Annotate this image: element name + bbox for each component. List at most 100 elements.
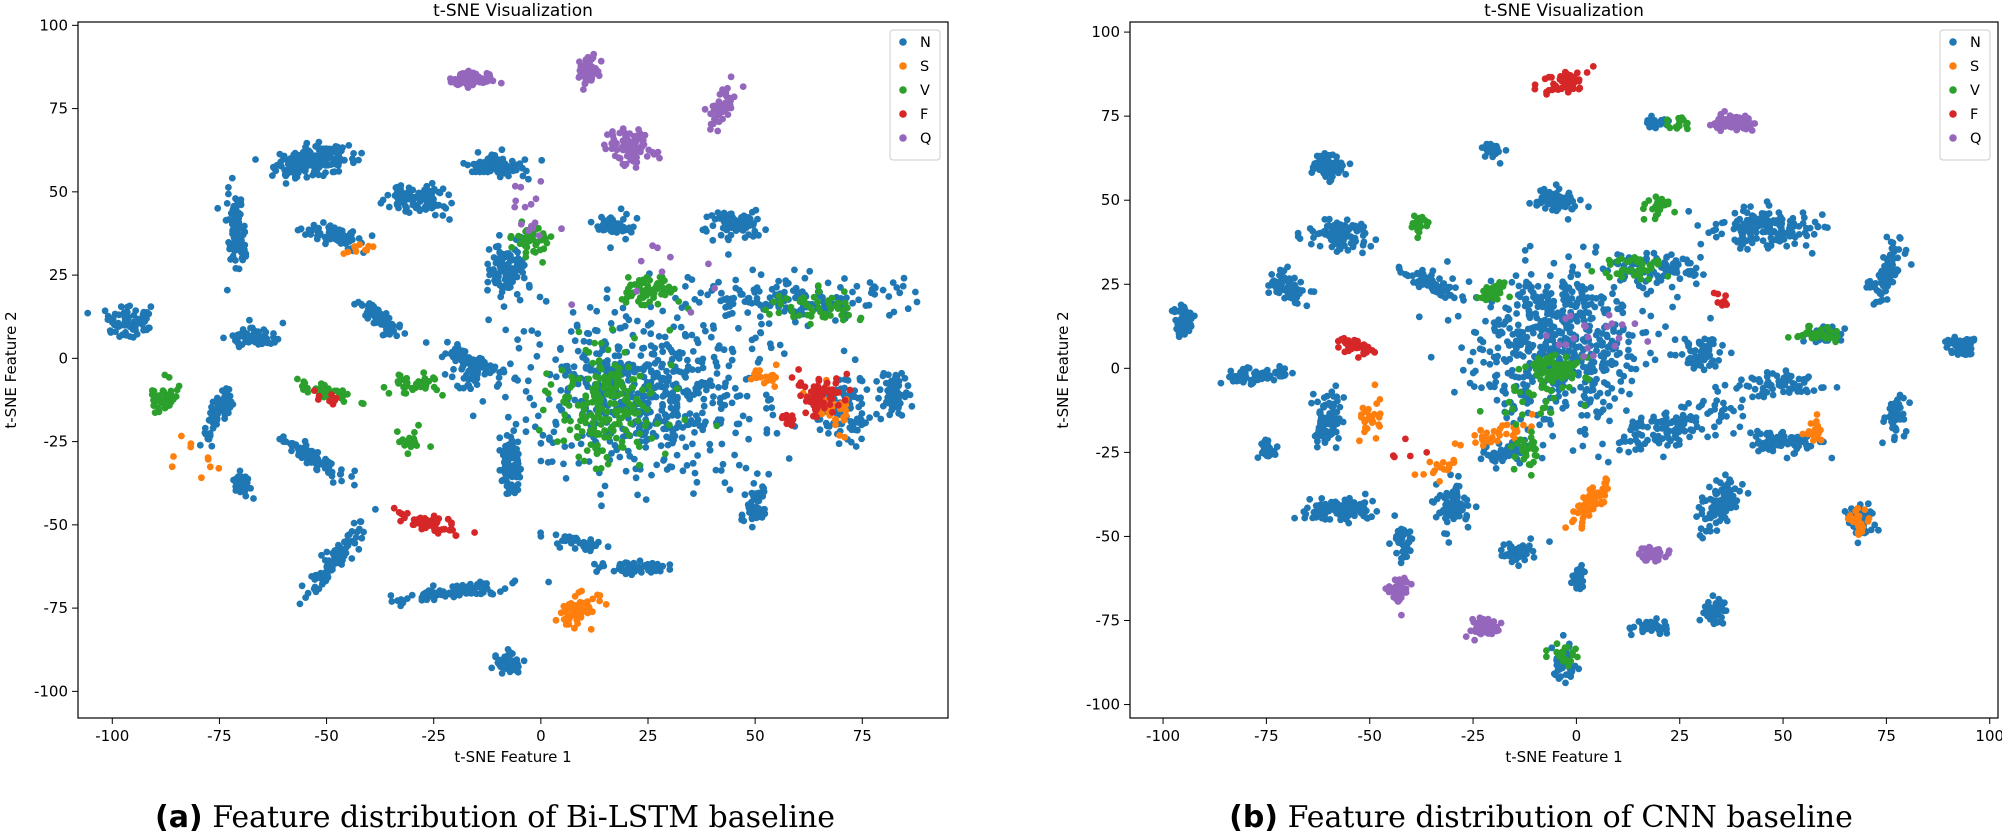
- point-V: [539, 259, 546, 266]
- point-N: [694, 452, 701, 459]
- point-N: [741, 234, 749, 242]
- point-N: [1480, 358, 1487, 366]
- point-N: [1263, 452, 1271, 460]
- point-V: [420, 369, 428, 377]
- point-N: [288, 168, 295, 176]
- point-N: [548, 458, 556, 465]
- point-F: [813, 394, 821, 402]
- point-N: [350, 150, 357, 157]
- point-N: [692, 384, 700, 392]
- point-V: [611, 400, 618, 408]
- point-V: [577, 417, 584, 425]
- point-N: [106, 327, 114, 334]
- point-V: [547, 233, 555, 241]
- point-V: [592, 465, 600, 473]
- point-N: [1349, 504, 1357, 512]
- point-N: [485, 246, 493, 253]
- point-V: [404, 450, 412, 458]
- point-N: [893, 284, 901, 291]
- point-N: [661, 333, 669, 341]
- point-V: [575, 328, 583, 336]
- cluster-N-6: [276, 433, 359, 489]
- point-N: [403, 595, 411, 602]
- point-V: [625, 363, 633, 371]
- point-N: [1316, 160, 1323, 168]
- point-N: [514, 481, 522, 488]
- point-N: [1402, 548, 1410, 555]
- point-F: [314, 396, 322, 403]
- point-N: [387, 592, 395, 599]
- point-N: [889, 279, 897, 286]
- point-N: [729, 348, 737, 356]
- point-N: [223, 286, 231, 294]
- point-N: [238, 341, 246, 348]
- point-N: [621, 560, 629, 567]
- point-N: [682, 283, 689, 290]
- point-N: [315, 171, 322, 179]
- point-N: [1335, 435, 1342, 442]
- point-N: [699, 364, 707, 372]
- point-N: [530, 401, 538, 409]
- point-N: [852, 443, 860, 450]
- point-N: [430, 195, 437, 203]
- point-N: [563, 362, 571, 370]
- point-N: [410, 193, 418, 201]
- point-S: [747, 375, 755, 383]
- point-N: [707, 333, 715, 341]
- point-N: [1262, 440, 1270, 448]
- point-N: [574, 380, 582, 388]
- point-N: [393, 201, 401, 209]
- point-F: [418, 525, 426, 533]
- point-N: [498, 264, 506, 271]
- point-S: [215, 464, 223, 472]
- point-V: [636, 430, 644, 437]
- point-V: [400, 376, 408, 384]
- point-N: [628, 342, 636, 350]
- point-Q: [517, 183, 525, 191]
- point-N: [586, 547, 594, 555]
- point-N: [513, 445, 520, 453]
- point-Q: [656, 154, 663, 162]
- legend-label-Q: Q: [920, 131, 931, 147]
- point-N: [876, 386, 884, 394]
- point-N: [885, 293, 893, 300]
- point-N: [1318, 495, 1326, 502]
- cluster-S-30: [340, 241, 377, 257]
- point-V: [605, 379, 612, 387]
- point-N: [1642, 360, 1650, 368]
- point-Q: [597, 57, 605, 65]
- point-N: [728, 309, 736, 317]
- point-N: [134, 319, 142, 327]
- point-V: [427, 443, 434, 450]
- point-N: [515, 464, 523, 472]
- point-N: [591, 367, 599, 375]
- point-N: [796, 289, 804, 297]
- point-N: [768, 404, 776, 411]
- point-N: [840, 347, 848, 355]
- point-N: [1610, 328, 1617, 335]
- point-N: [654, 382, 662, 390]
- point-S: [573, 616, 581, 624]
- point-N: [301, 167, 309, 175]
- point-N: [214, 204, 222, 212]
- point-S: [594, 591, 601, 599]
- point-N: [537, 439, 545, 447]
- point-N: [570, 363, 578, 371]
- point-N: [504, 646, 512, 653]
- point-V: [631, 334, 638, 342]
- point-N: [1254, 374, 1262, 381]
- point-N: [1342, 170, 1350, 178]
- point-N: [635, 424, 643, 432]
- point-N: [757, 271, 765, 279]
- point-N: [313, 454, 321, 461]
- point-N: [288, 439, 296, 447]
- cluster-F-40: [390, 504, 478, 539]
- point-N: [1459, 293, 1466, 301]
- point-V: [633, 395, 640, 403]
- point-N: [1410, 278, 1417, 286]
- point-N: [1268, 271, 1276, 278]
- point-V: [681, 416, 689, 424]
- point-F: [843, 370, 851, 378]
- point-N: [1504, 305, 1512, 313]
- point-N: [232, 257, 239, 264]
